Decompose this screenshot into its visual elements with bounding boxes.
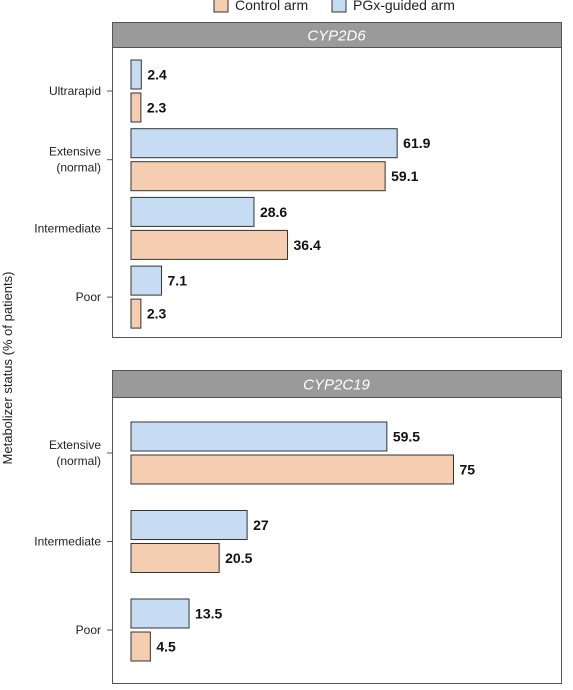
category-label: Poor	[76, 290, 101, 304]
category-label: Intermediate	[34, 221, 101, 235]
bar-value-label: 13.5	[195, 606, 222, 622]
y-axis-label: Metabolizer status (% of patients)	[0, 272, 15, 465]
bar-value-label: 7.1	[168, 273, 188, 289]
bar-value-label: 2.3	[147, 306, 167, 322]
bar-control	[130, 543, 220, 573]
category-label: Poor	[76, 623, 101, 637]
category-label: Extensive (normal)	[49, 438, 101, 468]
category-label-line: Intermediate	[34, 221, 101, 235]
bar-value-label: 2.4	[147, 67, 167, 83]
bar-control	[130, 92, 142, 123]
legend-swatch	[331, 0, 347, 13]
category-label-line: (normal)	[56, 454, 101, 468]
bar-control	[130, 631, 151, 662]
category-label-line: Extensive	[49, 438, 101, 452]
category-label-line: Extensive	[49, 145, 101, 159]
legend: Control arm PGx-guided arm	[213, 0, 455, 13]
bar-pgx-guided	[130, 196, 255, 227]
legend-label: Control arm	[235, 0, 308, 13]
bar-pgx-guided	[130, 128, 398, 159]
bar-pgx-guided	[130, 265, 163, 296]
bar-control	[130, 161, 386, 192]
category-label: Extensive (normal)	[49, 145, 101, 175]
chart-panel: CYP2D6 Ultrarapid 2.4 2.3 Extensive (normal) 6…	[34, 22, 562, 338]
chart-panel: CYP2C19 Extensive (normal) 59.5 75 Intermedia…	[34, 370, 562, 684]
category-label-line: Ultrarapid	[49, 84, 101, 98]
category-label-line: Poor	[76, 290, 101, 304]
bar-value-label: 4.5	[156, 639, 176, 655]
bar-value-label: 59.1	[391, 168, 418, 184]
bar-value-label: 59.5	[393, 429, 420, 445]
panels: CYP2D6 Ultrarapid 2.4 2.3 Extensive (normal) 6…	[34, 22, 562, 684]
bar-value-label: 61.9	[403, 135, 430, 151]
legend-label: PGx-guided arm	[353, 0, 455, 13]
bar-value-label: 2.3	[147, 100, 167, 116]
category-label: Intermediate	[34, 535, 101, 549]
bar-control	[130, 298, 142, 329]
bar-value-label: 27	[253, 517, 269, 533]
bar-control	[130, 454, 454, 485]
panel-header	[112, 22, 562, 48]
bar-value-label: 28.6	[260, 204, 287, 220]
legend-swatch	[213, 0, 229, 13]
panel-header	[112, 370, 562, 398]
category-label-line: Poor	[76, 623, 101, 637]
bar-control	[130, 229, 289, 260]
category-label: Ultrarapid	[49, 84, 101, 98]
bar-value-label: 75	[460, 462, 476, 478]
category-label-line: Intermediate	[34, 535, 101, 549]
category-label-line: (normal)	[56, 161, 101, 175]
bar-pgx-guided	[130, 598, 190, 629]
bar-pgx-guided	[130, 510, 248, 540]
bar-value-label: 36.4	[294, 237, 321, 253]
panel-title: CYP2C19	[303, 377, 370, 394]
bar-value-label: 20.5	[225, 550, 252, 566]
bar-pgx-guided	[130, 421, 388, 452]
panel-title: CYP2D6	[307, 28, 366, 45]
bar-pgx-guided	[130, 59, 142, 90]
